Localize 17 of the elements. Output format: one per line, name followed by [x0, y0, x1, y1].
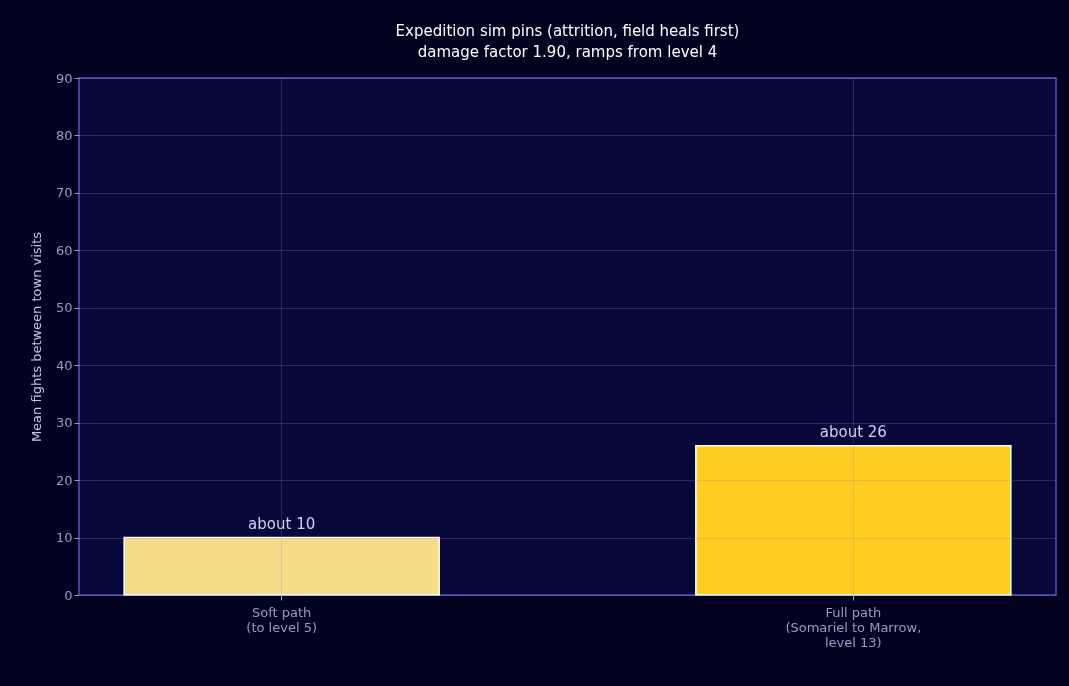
y-tick-label: 0 [64, 587, 73, 603]
y-tick-label: 40 [55, 357, 73, 373]
y-tick-label: 50 [55, 300, 73, 316]
y-tick-label: 60 [55, 242, 73, 258]
chart-subtitle: damage factor 1.90, ramps from level 4 [417, 43, 718, 61]
y-tick-label: 70 [55, 185, 73, 201]
y-tick-label: 30 [55, 415, 73, 431]
y-axis-title: Mean fights between town visits [28, 231, 44, 443]
y-tick-label: 20 [55, 472, 73, 488]
x-tick-label: Soft path (to level 5) [246, 604, 317, 635]
y-tick-label: 80 [55, 127, 73, 143]
y-tick-label: 90 [55, 70, 73, 86]
x-tick-label: Full path (Somariel to Marrow, level 13) [785, 604, 922, 650]
y-tick-label: 10 [55, 530, 73, 546]
chart-title: Expedition sim pins (attrition, field heals first) [395, 22, 740, 40]
data-label: about 26 [819, 422, 887, 441]
data-label: about 10 [248, 514, 316, 533]
